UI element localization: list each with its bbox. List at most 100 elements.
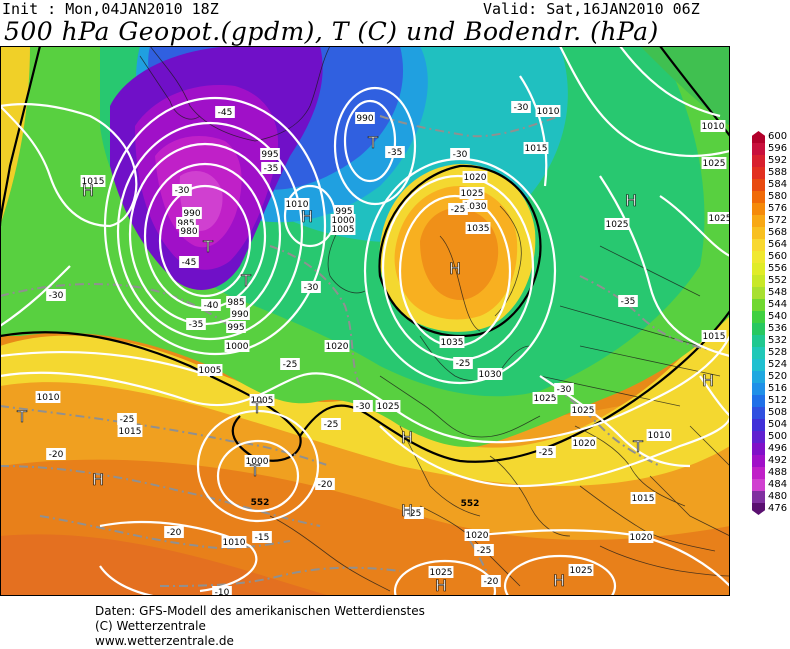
legend-swatch bbox=[752, 215, 765, 227]
low-pressure-marker: T bbox=[367, 133, 378, 152]
legend-value-label: 588 bbox=[768, 167, 788, 178]
legend-value-label: 520 bbox=[768, 371, 788, 382]
high-pressure-marker: H bbox=[92, 470, 104, 489]
temperature-label: -20 bbox=[481, 575, 501, 587]
isobar-label: 1015 bbox=[630, 492, 656, 504]
legend-value-label: 532 bbox=[768, 335, 788, 346]
legend-swatch bbox=[752, 131, 765, 143]
isobar-label-text: 1035 bbox=[441, 338, 464, 348]
temperature-label-text: -45 bbox=[218, 108, 233, 118]
legend-swatch bbox=[752, 299, 765, 311]
isobar-label-text: 990 bbox=[231, 310, 248, 320]
temperature-label-text: -25 bbox=[324, 420, 339, 430]
legend-swatch bbox=[752, 443, 765, 455]
legend-value-label: 504 bbox=[768, 419, 788, 430]
isobar-label-text: 1020 bbox=[466, 531, 489, 541]
isobar-label: 1035 bbox=[439, 336, 465, 348]
init-time-label: Init : Mon,04JAN2010 18Z bbox=[2, 0, 219, 18]
legend-swatch bbox=[752, 467, 765, 479]
temperature-label: -25 bbox=[474, 544, 494, 556]
isobar-label-text: 1025 bbox=[461, 189, 484, 199]
temperature-label-text: -30 bbox=[49, 291, 64, 301]
credits-line-copyright: (C) Wetterzentrale bbox=[95, 619, 206, 633]
temperature-label-text: -40 bbox=[204, 301, 219, 311]
legend-value-label: 600 bbox=[768, 131, 788, 142]
credits-footer: Daten: GFS-Modell des amerikanischen Wet… bbox=[95, 604, 425, 649]
isobar-label-text: 1030 bbox=[464, 202, 487, 212]
temperature-label: -25 bbox=[448, 203, 468, 215]
temperature-label-text: -25 bbox=[539, 448, 554, 458]
isobar-label-text: 1005 bbox=[199, 366, 222, 376]
temperature-label: -25 bbox=[117, 413, 137, 425]
isobars bbox=[0, 46, 730, 596]
isobar-label: 1025 bbox=[568, 564, 594, 576]
legend-value-label: 528 bbox=[768, 347, 788, 358]
isobar-label: 1010 bbox=[646, 429, 672, 441]
isobar-label: 995 bbox=[226, 321, 246, 333]
legend-swatch bbox=[752, 503, 765, 515]
legend-swatch bbox=[752, 167, 765, 179]
legend-value-label: 480 bbox=[768, 491, 788, 502]
temperature-label-text: -30 bbox=[514, 103, 529, 113]
isobar-label: 1025 bbox=[459, 187, 485, 199]
isobar-label-text: 1030 bbox=[479, 370, 502, 380]
isobar-label: 1010 bbox=[221, 536, 247, 548]
credits-line-url[interactable]: www.wetterzentrale.de bbox=[95, 634, 234, 648]
isobar-label: 1010 bbox=[284, 198, 310, 210]
isobar-label-text: 1010 bbox=[37, 393, 60, 403]
legend-swatch bbox=[752, 191, 765, 203]
isobar-label-text: 1005 bbox=[251, 396, 274, 406]
isobar-label: 1010 bbox=[700, 120, 726, 132]
isobar-label: 1020 bbox=[462, 171, 488, 183]
legend-swatch bbox=[752, 347, 765, 359]
temperature-label: -30 bbox=[450, 148, 470, 160]
isobar-label: 1025 bbox=[570, 404, 596, 416]
legend-swatch bbox=[752, 491, 765, 503]
temperature-label: -20 bbox=[315, 478, 335, 490]
isobar-label: 1020 bbox=[324, 340, 350, 352]
legend-value-label: 492 bbox=[768, 455, 788, 466]
credits-line-source: Daten: GFS-Modell des amerikanischen Wet… bbox=[95, 604, 425, 618]
temperature-label: -35 bbox=[261, 162, 281, 174]
temperature-label: -30 bbox=[46, 289, 66, 301]
legend-value-label: 576 bbox=[768, 203, 788, 214]
low-pressure-marker: T bbox=[249, 461, 260, 480]
isobar-label-text: 990 bbox=[183, 209, 200, 219]
isobar-label-text: 1010 bbox=[702, 122, 725, 132]
isobar-label-text: 1025 bbox=[377, 402, 400, 412]
isobar-label-text: 980 bbox=[180, 227, 197, 237]
isobar-label-text: 1025 bbox=[430, 568, 453, 578]
isobar-label-text: 995 bbox=[335, 207, 352, 217]
legend-swatch bbox=[752, 311, 765, 323]
contour-552-labels: 552 552 bbox=[251, 498, 480, 509]
legend-value-label: 524 bbox=[768, 359, 788, 370]
map-frame bbox=[0, 46, 730, 596]
isobar-label: 1025 bbox=[707, 212, 730, 224]
legend-value-label: 596 bbox=[768, 143, 788, 154]
legend-value-label: 484 bbox=[768, 479, 788, 490]
isobar-label-text: 1000 bbox=[332, 216, 355, 226]
isobar-label: 1035 bbox=[465, 222, 491, 234]
isobar-label-text: 1035 bbox=[467, 224, 490, 234]
temperature-label: -15 bbox=[252, 531, 272, 543]
high-pressure-marker: H bbox=[82, 181, 94, 200]
isobar-label: 1005 bbox=[197, 364, 223, 376]
legend-value-label: 584 bbox=[768, 179, 788, 190]
legend-swatch bbox=[752, 407, 765, 419]
legend-swatch bbox=[752, 251, 765, 263]
legend-value-label: 496 bbox=[768, 443, 788, 454]
isobar-label-text: 1000 bbox=[226, 342, 249, 352]
isobar-label: 1015 bbox=[80, 175, 106, 187]
isobar-label-text: 1010 bbox=[223, 538, 246, 548]
legend-value-label: 568 bbox=[768, 227, 788, 238]
temperature-label-text: -25 bbox=[477, 546, 492, 556]
isobar-label-text: 995 bbox=[261, 150, 278, 160]
legend-value-label: 488 bbox=[768, 467, 788, 478]
isobar-label: 1020 bbox=[571, 437, 597, 449]
legend-swatch bbox=[752, 431, 765, 443]
legend-swatch bbox=[752, 359, 765, 371]
isobar-label: 1025 bbox=[428, 566, 454, 578]
legend-swatch bbox=[752, 419, 765, 431]
legend-value-label: 580 bbox=[768, 191, 788, 202]
isobar-label: 1025 bbox=[532, 392, 558, 404]
